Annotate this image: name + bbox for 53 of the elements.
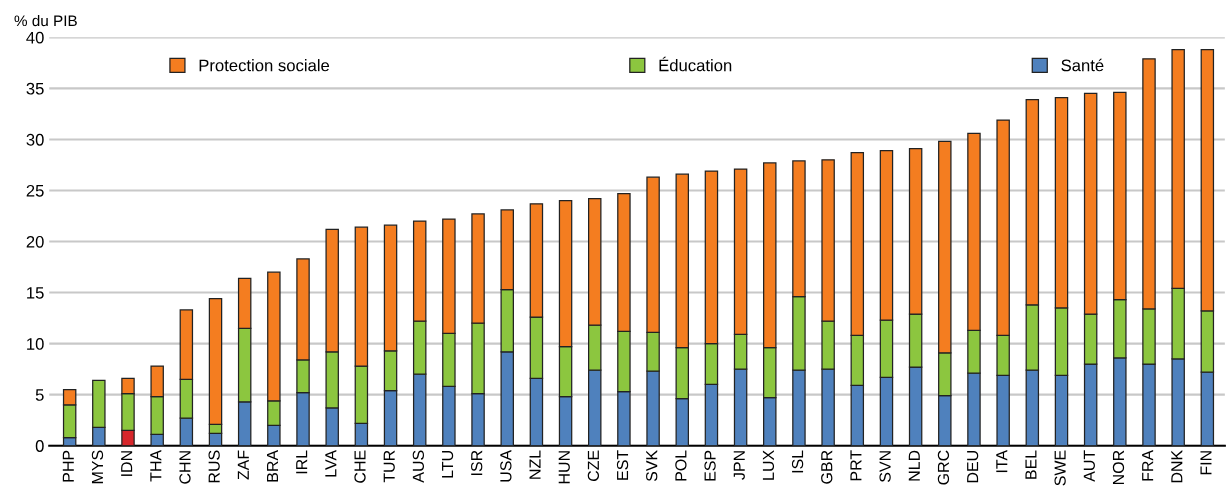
x-tick-label: BRA <box>267 449 278 482</box>
x-tick-label: SWE <box>1054 450 1066 486</box>
x-tick-label: JPN <box>733 451 745 480</box>
x-tick-label: USA <box>500 449 512 482</box>
y-tick-label: 35 <box>26 82 44 95</box>
x-tick-label: AUT <box>1083 450 1095 482</box>
x-tick-label: CZE <box>587 450 600 482</box>
x-tick-label: ESP <box>704 450 716 481</box>
y-axis-title: % du PIB <box>14 14 77 27</box>
x-tick-label: THA <box>150 449 162 482</box>
x-tick-label: BEL <box>1025 450 1037 479</box>
x-tick-label: DNK <box>1171 450 1183 483</box>
legend-label: Protection sociale <box>199 59 330 72</box>
y-tick-label: 25 <box>26 184 44 197</box>
x-tick-label: GRC <box>937 450 950 485</box>
x-tick-label: NOR <box>1112 450 1125 485</box>
y-tick-label: 0 <box>35 440 44 452</box>
x-tick-label: FRA <box>1142 449 1154 481</box>
x-tick-label: NZL <box>529 450 541 479</box>
x-tick-label: AUS <box>412 450 424 483</box>
legend-label: Santé <box>1061 58 1104 72</box>
x-tick-label: DEU <box>967 451 979 483</box>
x-tick-label: FIN <box>1200 451 1212 475</box>
x-tick-label: PRT <box>850 450 862 481</box>
y-tick-label: 15 <box>27 287 44 299</box>
x-tick-label: NLD <box>908 450 920 481</box>
x-tick-label: POL <box>675 450 687 481</box>
x-tick-label: GBR <box>821 450 833 484</box>
x-tick-label: CHE <box>354 450 366 483</box>
x-tick-label: HUN <box>558 451 570 484</box>
x-tick-label: CHN <box>179 451 191 484</box>
x-tick-label: IDN <box>121 451 133 476</box>
x-tick-label: LTU <box>442 451 454 478</box>
y-tick-label: 40 <box>26 31 44 44</box>
x-tick-label: EST <box>616 450 629 480</box>
x-tick-label: IRL <box>296 450 308 474</box>
x-tick-label: ISR <box>471 450 483 476</box>
x-tick-label: LUX <box>762 450 775 480</box>
x-tick-label: TUR <box>383 450 395 483</box>
legend-label: Éducation <box>659 56 732 72</box>
x-tick-label: PHP <box>62 450 74 482</box>
x-tick-label: MYS <box>91 450 104 484</box>
x-tick-label: ITA <box>996 449 1008 473</box>
y-tick-label: 10 <box>27 338 44 350</box>
x-tick-label: LVA <box>325 449 337 477</box>
x-tick-label: ZAF <box>237 450 249 480</box>
x-tick-label: SVN <box>879 451 891 482</box>
x-tick-label: SVK <box>646 450 658 482</box>
x-tick-label: ISL <box>791 450 804 473</box>
y-tick-label: 20 <box>26 235 44 248</box>
x-tick-label: RUS <box>208 450 220 483</box>
y-tick-label: 5 <box>35 389 44 401</box>
y-tick-label: 30 <box>26 133 44 146</box>
